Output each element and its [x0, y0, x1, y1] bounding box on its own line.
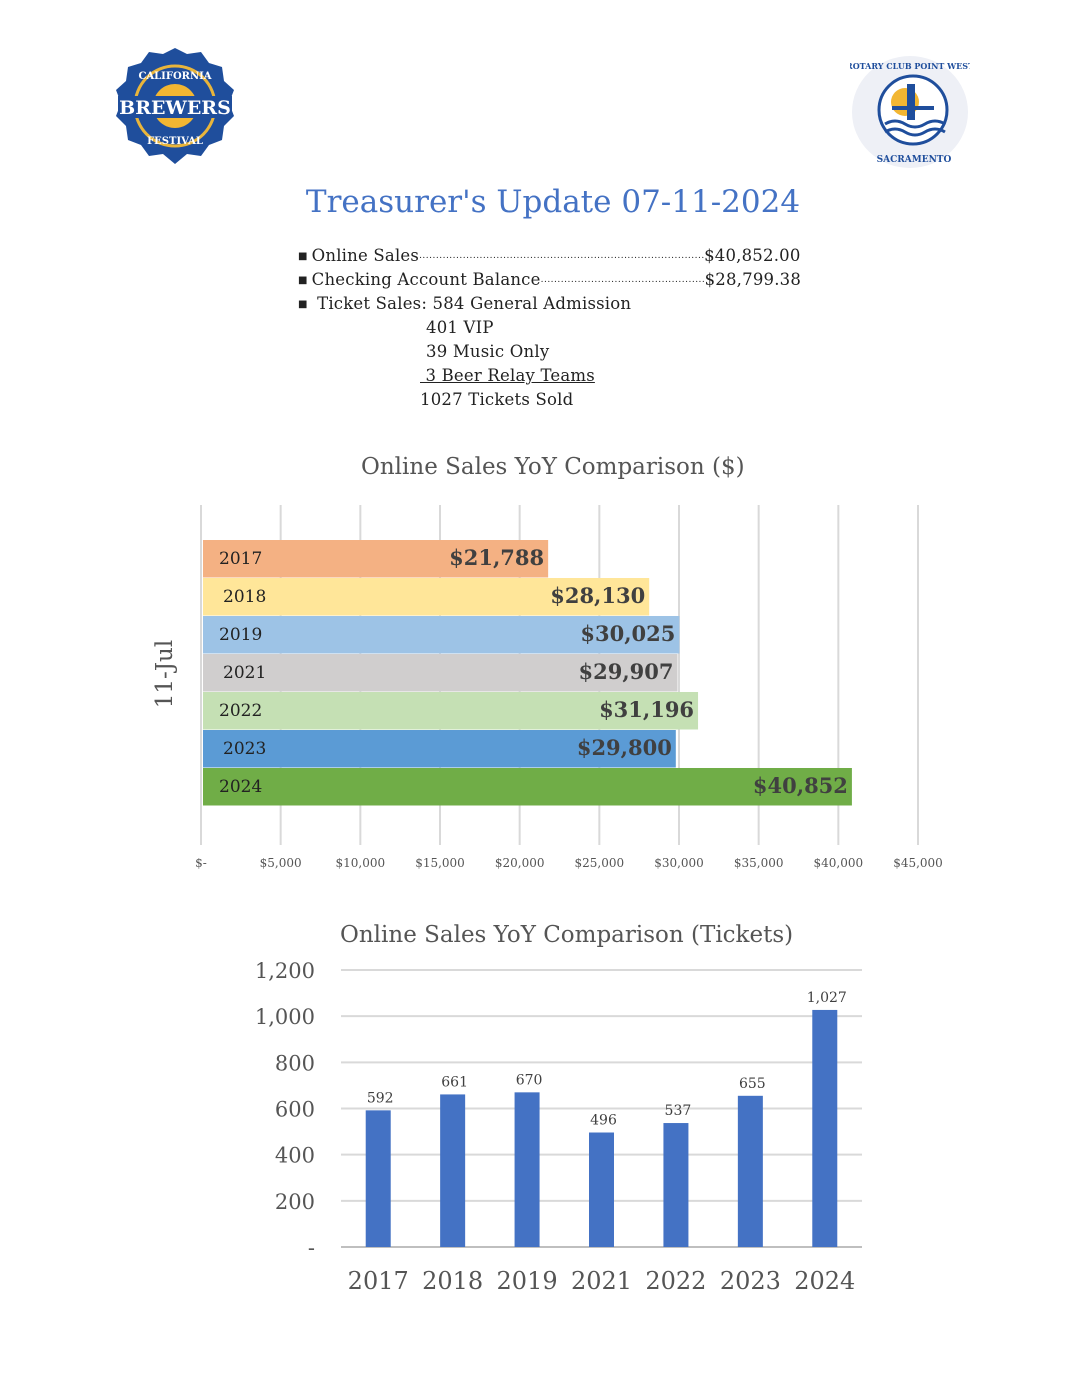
svg-text:CALIFORNIA: CALIFORNIA	[138, 71, 211, 82]
bar-value-label: $30,025	[580, 621, 675, 646]
y-tick-label: 600	[275, 1098, 315, 1122]
bar-2024	[812, 1009, 838, 1247]
ticket-vip: 401 VIP	[426, 318, 494, 337]
bar-2021	[589, 1132, 614, 1247]
bar-value-label: 655	[739, 1076, 766, 1092]
x-tick-label: $35,000	[734, 856, 784, 870]
bar-category-label: 2018	[223, 587, 266, 607]
ticket-music-only: 39 Music Only	[426, 342, 550, 361]
ticket-sales-label: Ticket Sales: 584 General Admission	[317, 294, 632, 313]
y-tick-label: 200	[275, 1190, 315, 1214]
x-tick-label: 2017	[348, 1267, 409, 1295]
tickets-bar-chart: - 200 400 600 800 1,000 1,200 592 2017 661 2018 670…	[255, 959, 862, 1295]
dot-leader: ........................................…	[540, 275, 705, 285]
bullet-icon: ■	[298, 275, 308, 286]
bar-category-label: 2019	[219, 625, 262, 645]
bar-2018	[440, 1094, 466, 1247]
bar-2023	[737, 1095, 763, 1247]
bar-2017	[203, 540, 549, 578]
bar-value-label: $29,907	[579, 659, 674, 684]
bullet-icon: ■	[298, 299, 308, 310]
bar-2017	[365, 1110, 391, 1247]
y-tick-label: 800	[275, 1051, 315, 1075]
bar-category-label: 2022	[219, 701, 262, 721]
bar-value-label: $21,788	[449, 545, 544, 570]
ticket-sales-line: ■ Ticket Sales: 584 General Admission	[298, 294, 631, 313]
y-axis-label: 11-Jul	[152, 640, 178, 708]
bar-2019	[514, 1092, 540, 1247]
dot-leader: ........................................…	[419, 251, 705, 261]
bar-2022	[203, 692, 699, 730]
x-tick-label: 2018	[422, 1267, 483, 1295]
page-title: Treasurer's Update 07-11-2024	[305, 184, 801, 220]
sales-bar-chart: $- $5,000 $10,000 $15,000 $20,000 $25,000 $30,…	[152, 505, 943, 870]
y-tick-label: -	[308, 1236, 315, 1260]
x-tick-label: 2023	[720, 1267, 781, 1295]
bar-2022	[663, 1123, 689, 1247]
chart2-title: Online Sales YoY Comparison (Tickets)	[340, 922, 794, 948]
bar-value-label: 670	[516, 1072, 543, 1088]
x-tick-label: 2022	[645, 1267, 706, 1295]
checking-value: $28,799.38	[704, 270, 802, 289]
x-tick-label: $40,000	[814, 856, 864, 870]
bar-2024	[203, 768, 852, 806]
bar-value-label: 496	[590, 1113, 617, 1129]
bullet-icon: ■	[298, 251, 308, 262]
bar-2023	[203, 730, 676, 768]
bar-category-label: 2024	[219, 777, 262, 797]
ticket-total: 1027 Tickets Sold	[420, 390, 574, 409]
svg-text:ROTARY CLUB POINT WEST: ROTARY CLUB POINT WEST	[850, 61, 970, 71]
svg-text:BREWERS: BREWERS	[119, 97, 231, 119]
svg-text:SACRAMENTO: SACRAMENTO	[877, 155, 952, 165]
x-tick-label: $45,000	[893, 856, 943, 870]
x-tick-label: $25,000	[575, 856, 625, 870]
online-sales-value: $40,852.00	[704, 246, 801, 265]
x-tick-label: $5,000	[260, 856, 302, 870]
x-tick-label: $30,000	[654, 856, 704, 870]
rotary-club-point-west-logo: ROTARY CLUB POINT WEST SACRAMENTO	[850, 56, 970, 168]
y-tick-label: 400	[275, 1144, 315, 1168]
bar-category-label: 2021	[223, 663, 266, 683]
bar-category-label: 2017	[219, 549, 262, 569]
bar-value-label: $40,852	[753, 773, 848, 798]
x-tick-label: 2024	[794, 1267, 855, 1295]
y-tick-label: 1,000	[255, 1005, 315, 1029]
bar-value-label: 592	[367, 1090, 394, 1106]
checking-label: Checking Account Balance	[311, 270, 541, 289]
bar-value-label: $28,130	[550, 583, 645, 608]
chart1-title: Online Sales YoY Comparison ($)	[361, 454, 745, 480]
y-tick-label: 1,200	[255, 959, 315, 983]
bar-category-label: 2023	[223, 739, 266, 759]
online-sales-label: Online Sales	[311, 246, 420, 265]
ticket-beer-relay: 3 Beer Relay Teams	[420, 366, 595, 385]
bar-value-label: 1,027	[807, 990, 847, 1006]
svg-text:FESTIVAL: FESTIVAL	[147, 136, 203, 147]
bar-value-label: $29,800	[577, 735, 672, 760]
online-sales-line: ■ Online Sales...........................…	[298, 246, 801, 265]
california-brewers-festival-logo: CALIFORNIA BREWERS FESTIVAL	[116, 48, 234, 164]
bar-2018	[203, 578, 650, 616]
x-tick-label: $10,000	[336, 856, 386, 870]
x-tick-label: $20,000	[495, 856, 545, 870]
bar-2019	[203, 616, 680, 654]
bar-value-label: 661	[441, 1074, 468, 1090]
x-tick-label: 2021	[571, 1267, 632, 1295]
bar-value-label: $31,196	[599, 697, 694, 722]
checking-line: ■ Checking Account Balance...............…	[298, 270, 801, 289]
bar-value-label: 537	[665, 1103, 692, 1119]
x-tick-label: $-	[195, 856, 207, 870]
x-tick-label: 2019	[497, 1267, 558, 1295]
bar-2021	[203, 654, 678, 692]
x-tick-label: $15,000	[415, 856, 465, 870]
